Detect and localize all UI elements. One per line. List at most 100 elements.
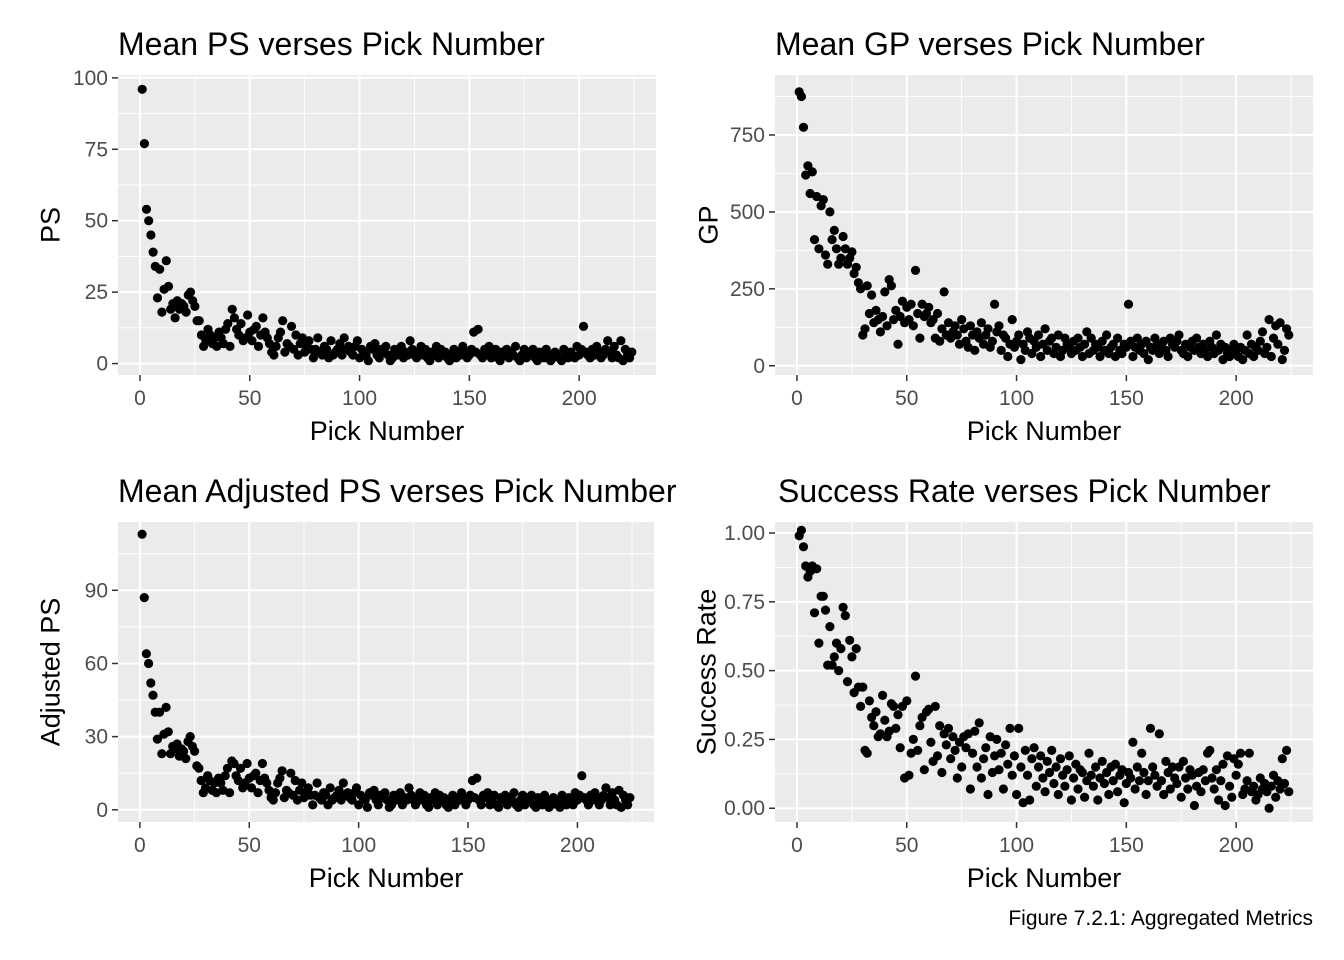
data-point [1047, 745, 1057, 756]
y-tick-label: 0.25 [724, 728, 765, 751]
data-point [277, 766, 287, 776]
data-point [867, 290, 877, 300]
data-point [1233, 759, 1243, 769]
data-point [976, 773, 987, 783]
data-point [889, 701, 899, 712]
data-point [796, 525, 807, 535]
data-point [354, 800, 364, 810]
chart-panel-3: 0 50 100 150 200 0 30 60 90 Mean Adjusted PS vers… [35, 473, 676, 893]
data-point [220, 771, 230, 781]
data-point [1167, 762, 1178, 772]
data-point [893, 710, 903, 720]
data-point [1183, 784, 1193, 794]
y-tick-label: 250 [730, 278, 765, 301]
data-point [1077, 767, 1087, 778]
data-point [1012, 789, 1022, 800]
data-point [1225, 781, 1235, 791]
data-point [1271, 792, 1281, 802]
x-tick-label: 100 [341, 834, 376, 857]
data-point [809, 608, 820, 618]
data-point [1027, 754, 1037, 764]
x-tick-label: 50 [238, 387, 261, 410]
data-point [360, 795, 370, 805]
data-point [152, 293, 163, 303]
data-point [1066, 795, 1076, 805]
data-point [869, 721, 879, 731]
data-point [185, 287, 196, 297]
data-point [1231, 770, 1241, 780]
data-point [1145, 723, 1156, 734]
data-point [326, 336, 336, 346]
data-point [1042, 756, 1052, 767]
data-point [144, 658, 154, 669]
data-point [992, 734, 1002, 745]
data-point [1093, 795, 1103, 805]
data-point [809, 235, 820, 245]
data-point [351, 783, 362, 793]
data-point [1080, 792, 1090, 802]
data-point [1060, 781, 1070, 791]
data-point [1038, 773, 1048, 783]
data-point [139, 139, 149, 149]
data-point [235, 763, 246, 773]
data-point [494, 802, 504, 813]
data-point [829, 652, 839, 662]
y-tick-label: 1.00 [724, 522, 765, 545]
data-point [910, 671, 921, 681]
data-point [1113, 787, 1123, 797]
data-point [1064, 751, 1074, 761]
data-point [886, 281, 897, 291]
data-point [258, 313, 268, 323]
data-point [915, 721, 925, 731]
data-point [257, 758, 267, 769]
data-point [1016, 355, 1026, 365]
data-point [941, 740, 951, 750]
data-point [952, 330, 962, 340]
data-point [312, 778, 322, 788]
data-point [823, 259, 833, 269]
data-point [990, 299, 1000, 309]
data-point [194, 316, 204, 326]
data-point [796, 91, 807, 102]
data-point [1238, 355, 1248, 365]
data-point [1132, 762, 1142, 772]
data-point [472, 773, 482, 783]
data-point [880, 715, 890, 725]
data-point [908, 734, 918, 745]
data-point [930, 701, 940, 712]
data-point [1007, 315, 1017, 325]
data-point [1049, 778, 1059, 789]
data-point [286, 321, 297, 331]
chart-title: Mean GP verses Pick Number [775, 26, 1205, 62]
data-point [262, 778, 272, 788]
data-point [1150, 770, 1160, 780]
data-point [190, 301, 200, 311]
data-point [878, 311, 888, 322]
data-point [380, 788, 390, 798]
data-point [1249, 781, 1259, 791]
data-point [851, 262, 861, 272]
data-point [352, 336, 362, 346]
data-point [370, 339, 380, 349]
data-point [871, 305, 881, 315]
y-axis-title: PS [35, 207, 65, 243]
data-point [139, 593, 149, 603]
data-point [818, 591, 828, 601]
data-point [1161, 756, 1171, 767]
data-point [381, 341, 391, 351]
data-point [1211, 330, 1221, 340]
data-point [926, 737, 936, 747]
data-point [1284, 787, 1294, 797]
data-point [880, 287, 890, 297]
data-point [410, 800, 421, 810]
data-point [247, 336, 257, 346]
data-point [1143, 776, 1153, 786]
data-point [1172, 778, 1182, 789]
data-point [910, 265, 921, 275]
data-point [1069, 773, 1079, 783]
data-point [321, 790, 331, 800]
x-tick-label: 50 [895, 387, 918, 410]
data-point [185, 732, 195, 742]
data-point [820, 605, 831, 615]
data-point [1277, 355, 1287, 365]
